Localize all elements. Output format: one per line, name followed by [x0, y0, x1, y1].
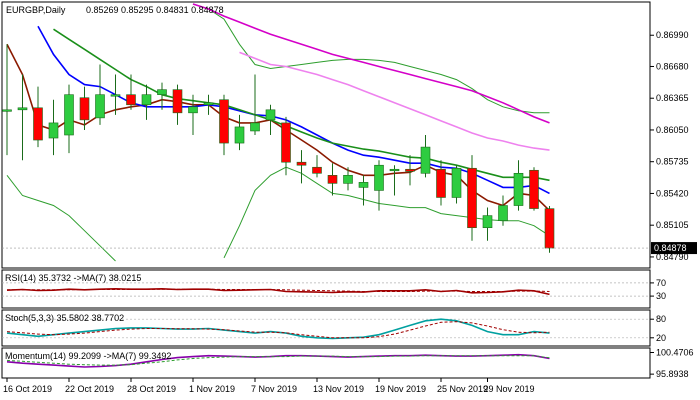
price-tick-label: 0.85105: [656, 220, 689, 230]
bull-candle: [110, 94, 121, 97]
bull-candle: [188, 106, 198, 114]
bull-candle: [141, 94, 152, 106]
bear-candle: [405, 168, 415, 172]
level-label: 30: [656, 291, 666, 301]
price-tick-label: 0.85735: [656, 157, 689, 167]
main-pane-frame: [1, 1, 651, 269]
bull-candle: [203, 102, 214, 106]
bull-candle: [2, 109, 12, 112]
momentum-pane-frame: [1, 347, 651, 379]
bull-candle: [64, 94, 74, 136]
bear-candle: [172, 89, 183, 114]
price-tick-label: 0.86050: [656, 125, 689, 135]
indicator-line-1: [6, 321, 550, 339]
bull-candle: [451, 167, 462, 198]
bull-candle: [48, 122, 59, 139]
bull-candle: [250, 122, 260, 132]
bear-candle: [126, 94, 136, 106]
time-tick-label: 1 Nov 2019: [189, 384, 235, 394]
ma-line-5: [192, 3, 550, 124]
bull-candle: [374, 164, 384, 191]
bull-candle: [389, 168, 400, 172]
ohlc-readout: 0.85269 0.85295 0.84831 0.84878: [86, 5, 224, 15]
time-tick-label: 19 Nov 2019: [375, 384, 426, 394]
bear-candle: [79, 97, 90, 121]
ma-line-3: [6, 166, 550, 262]
bull-candle: [498, 205, 508, 221]
level-label: 100.4706: [656, 348, 694, 358]
bull-candle: [420, 146, 431, 174]
bull-candle: [234, 126, 245, 144]
bull-candle: [513, 172, 524, 206]
time-tick-label: 25 Nov 2019: [437, 384, 488, 394]
time-tick-label: 29 Nov 2019: [484, 384, 535, 394]
time-tick-label: 7 Nov 2019: [251, 384, 297, 394]
level-label: 70: [656, 278, 666, 288]
momentum-title: Momentum(14) 99.2099 ->MA(7) 99.3492: [5, 351, 171, 361]
indicator-line-1: [7, 288, 550, 292]
candlestick-series: [2, 44, 555, 253]
indicator-line-1: [6, 355, 550, 366]
stoch-title: Stoch(5,3,3) 35.5802 38.7702: [5, 313, 124, 323]
bull-candle: [157, 89, 167, 95]
bear-candle: [436, 168, 446, 198]
time-tick-label: 22 Oct 2019: [65, 384, 114, 394]
price-tick-label: 0.86365: [656, 93, 689, 103]
price-tick-label: 0.84790: [656, 252, 689, 262]
price-tick-label: 0.85420: [656, 188, 689, 198]
time-tick-label: 28 Oct 2019: [127, 384, 176, 394]
bear-candle: [529, 169, 539, 209]
bear-candle: [544, 208, 555, 249]
momentum-pane: 100.4706 95.8938: [6, 348, 694, 379]
last-price-box: [651, 242, 697, 255]
price-tick-label: 0.86680: [656, 61, 689, 71]
bull-candle: [343, 175, 353, 184]
stoch-pane: 80 20: [2, 314, 666, 343]
time-axis: 16 Oct 2019 22 Oct 2019 28 Oct 2019 1 Nov 2…: [3, 378, 535, 394]
level-label: 80: [656, 314, 666, 324]
ma-line-2: [53, 28, 550, 182]
level-label: 95.8938: [656, 369, 689, 379]
time-tick-label: 13 Nov 2019: [313, 384, 364, 394]
bear-candle: [327, 175, 338, 184]
symbol-title: EURGBP,Daily: [6, 5, 66, 15]
bear-candle: [33, 107, 43, 141]
bull-candle: [482, 215, 493, 229]
price-axis: 0.86990 0.86680 0.86365 0.86050 0.85735 0.854…: [2, 30, 697, 262]
level-label: 20: [656, 333, 666, 343]
bull-candle: [265, 109, 276, 121]
rsi-pane-frame: [1, 269, 651, 309]
bull-candle: [95, 94, 105, 119]
time-tick-label: 16 Oct 2019: [3, 384, 52, 394]
rsi-title: RSI(14) 35.3732 ->MA(7) 38.0215: [5, 273, 141, 283]
last-price-label: 0.84878: [654, 243, 687, 253]
bear-candle: [467, 167, 477, 229]
ma-line-1: [37, 25, 550, 195]
stoch-pane-frame: [1, 309, 651, 347]
price-tick-label: 0.86990: [656, 30, 689, 40]
ma-line-6: [239, 51, 550, 151]
bear-candle: [312, 166, 322, 174]
bull-candle: [17, 107, 28, 111]
bear-candle: [281, 122, 291, 163]
ma-line-4: [192, 3, 550, 114]
bull-candle: [358, 182, 369, 188]
bear-candle: [296, 161, 307, 166]
bear-candle: [219, 99, 229, 144]
